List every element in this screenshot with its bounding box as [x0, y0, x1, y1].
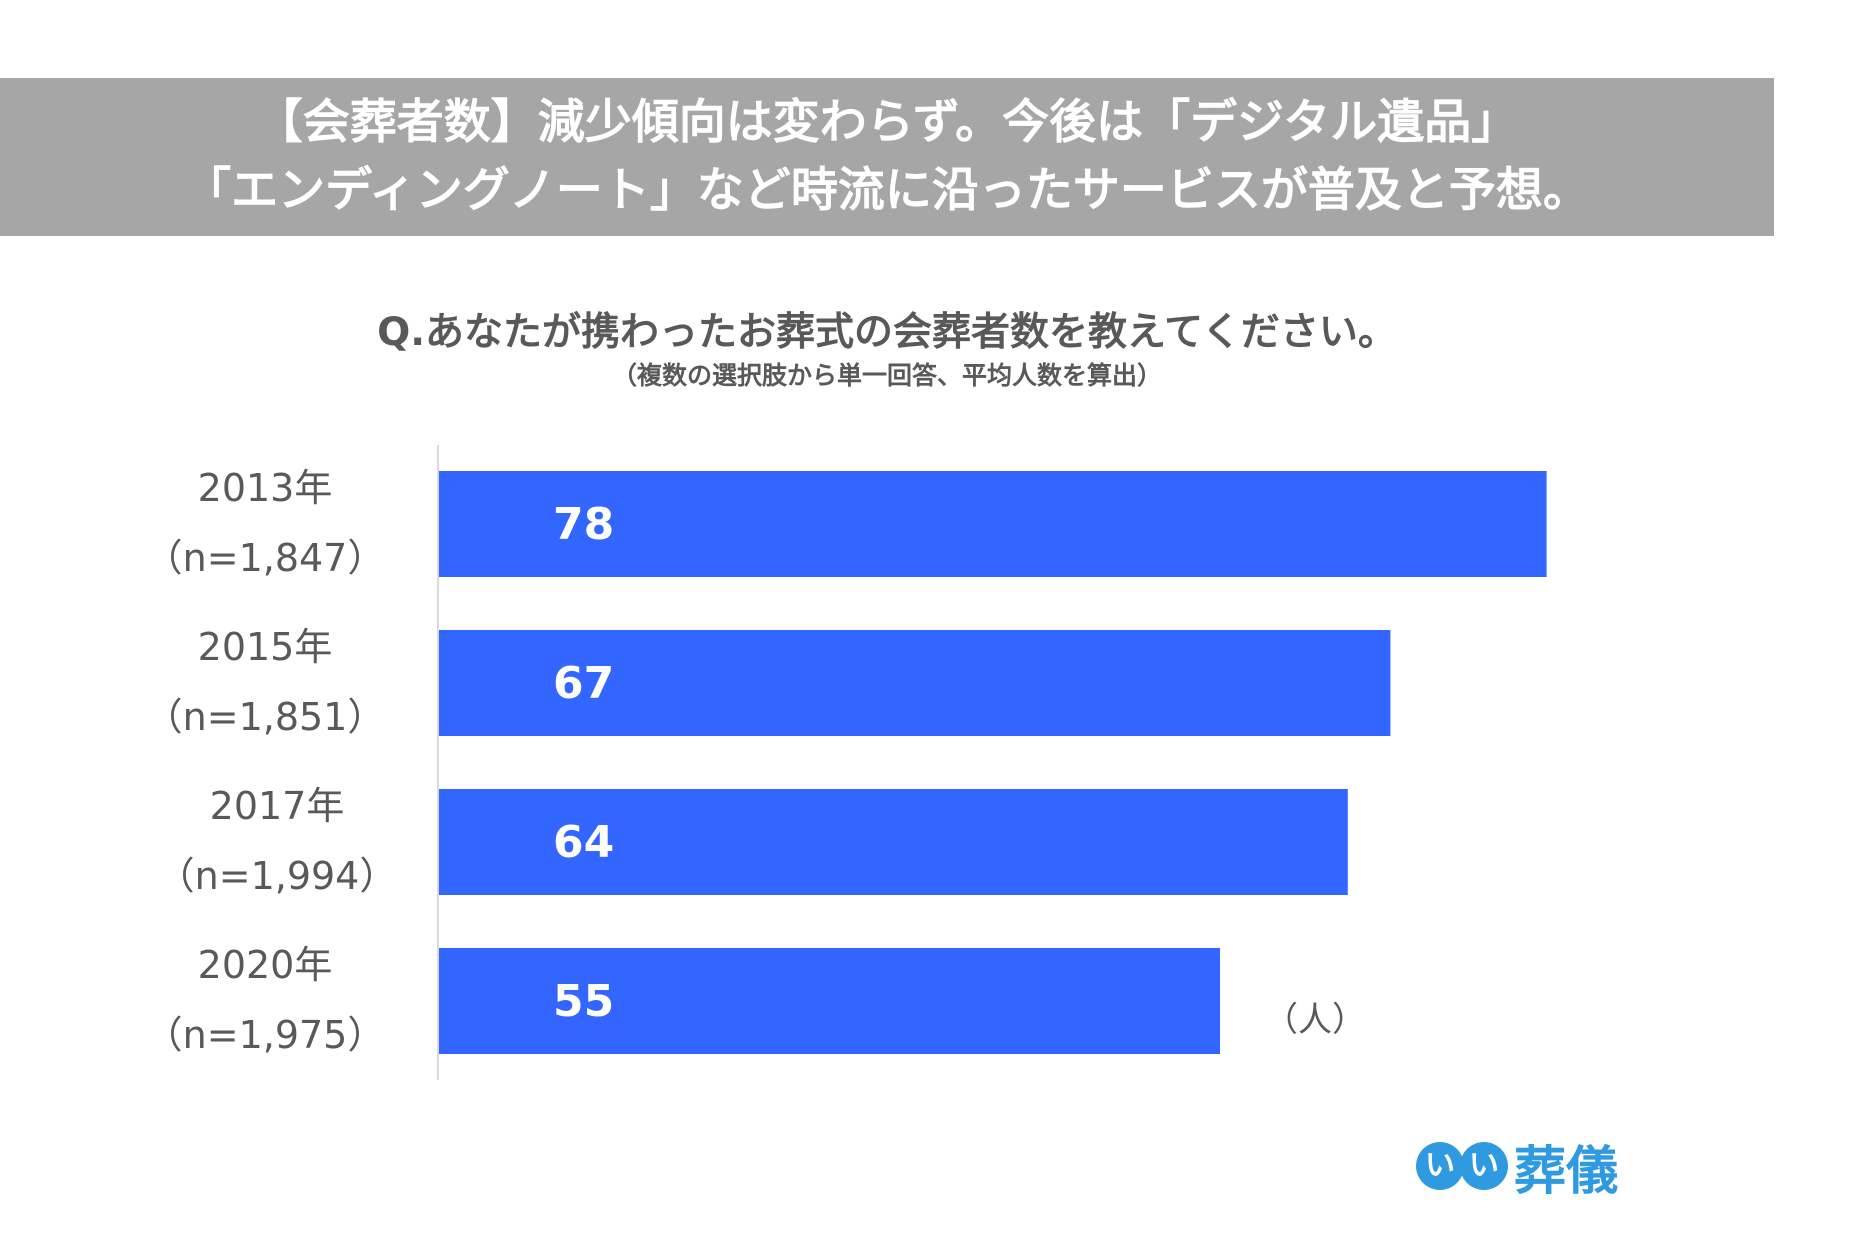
logo-text: 葬儀 — [1514, 1141, 1619, 1202]
category-sample-label-2: （n=1,994） — [157, 854, 398, 898]
bar-value-label-3: 55 — [553, 976, 614, 1027]
title-banner: 【会葬者数】減少傾向は変わらず。今後は「デジタル遺品」 「エンディングノート」な… — [0, 78, 1774, 236]
logo-bubble-2: い — [1460, 1142, 1508, 1190]
category-label-1: 2015年 — [198, 625, 333, 669]
title-line-2: 「エンディングノート」など時流に沿ったサービスが普及と予想。 — [184, 163, 1590, 218]
logo-badge: い い — [1416, 1142, 1508, 1190]
bar-1 — [439, 630, 1391, 736]
bar-value-label-1: 67 — [553, 658, 614, 709]
unit-label: （人） — [1264, 1000, 1366, 1040]
category-sample-label-3: （n=1,975） — [145, 1013, 386, 1057]
title-line-1: 【会葬者数】減少傾向は変わらず。今後は「デジタル遺品」 — [255, 95, 1519, 150]
bar-3 — [439, 948, 1220, 1054]
question-text: Q.あなたが携わったお葬式の会葬者数を教えてください。 — [377, 310, 1397, 355]
category-sample-label-1: （n=1,851） — [145, 695, 386, 739]
category-label-0: 2013年 — [198, 466, 333, 510]
question-note: （複数の選択肢から単一回答、平均人数を算出） — [611, 361, 1162, 390]
company-logo: い い 葬儀 — [1416, 1133, 1618, 1202]
bar-0 — [439, 471, 1547, 577]
bar-value-label-0: 78 — [553, 499, 614, 550]
category-sample-label-0: （n=1,847） — [145, 536, 386, 580]
category-label-2: 2017年 — [210, 784, 345, 828]
category-label-3: 2020年 — [198, 943, 333, 987]
bar-2 — [439, 789, 1348, 895]
logo-bubble-1: い — [1416, 1142, 1464, 1190]
bar-value-label-2: 64 — [553, 817, 614, 868]
